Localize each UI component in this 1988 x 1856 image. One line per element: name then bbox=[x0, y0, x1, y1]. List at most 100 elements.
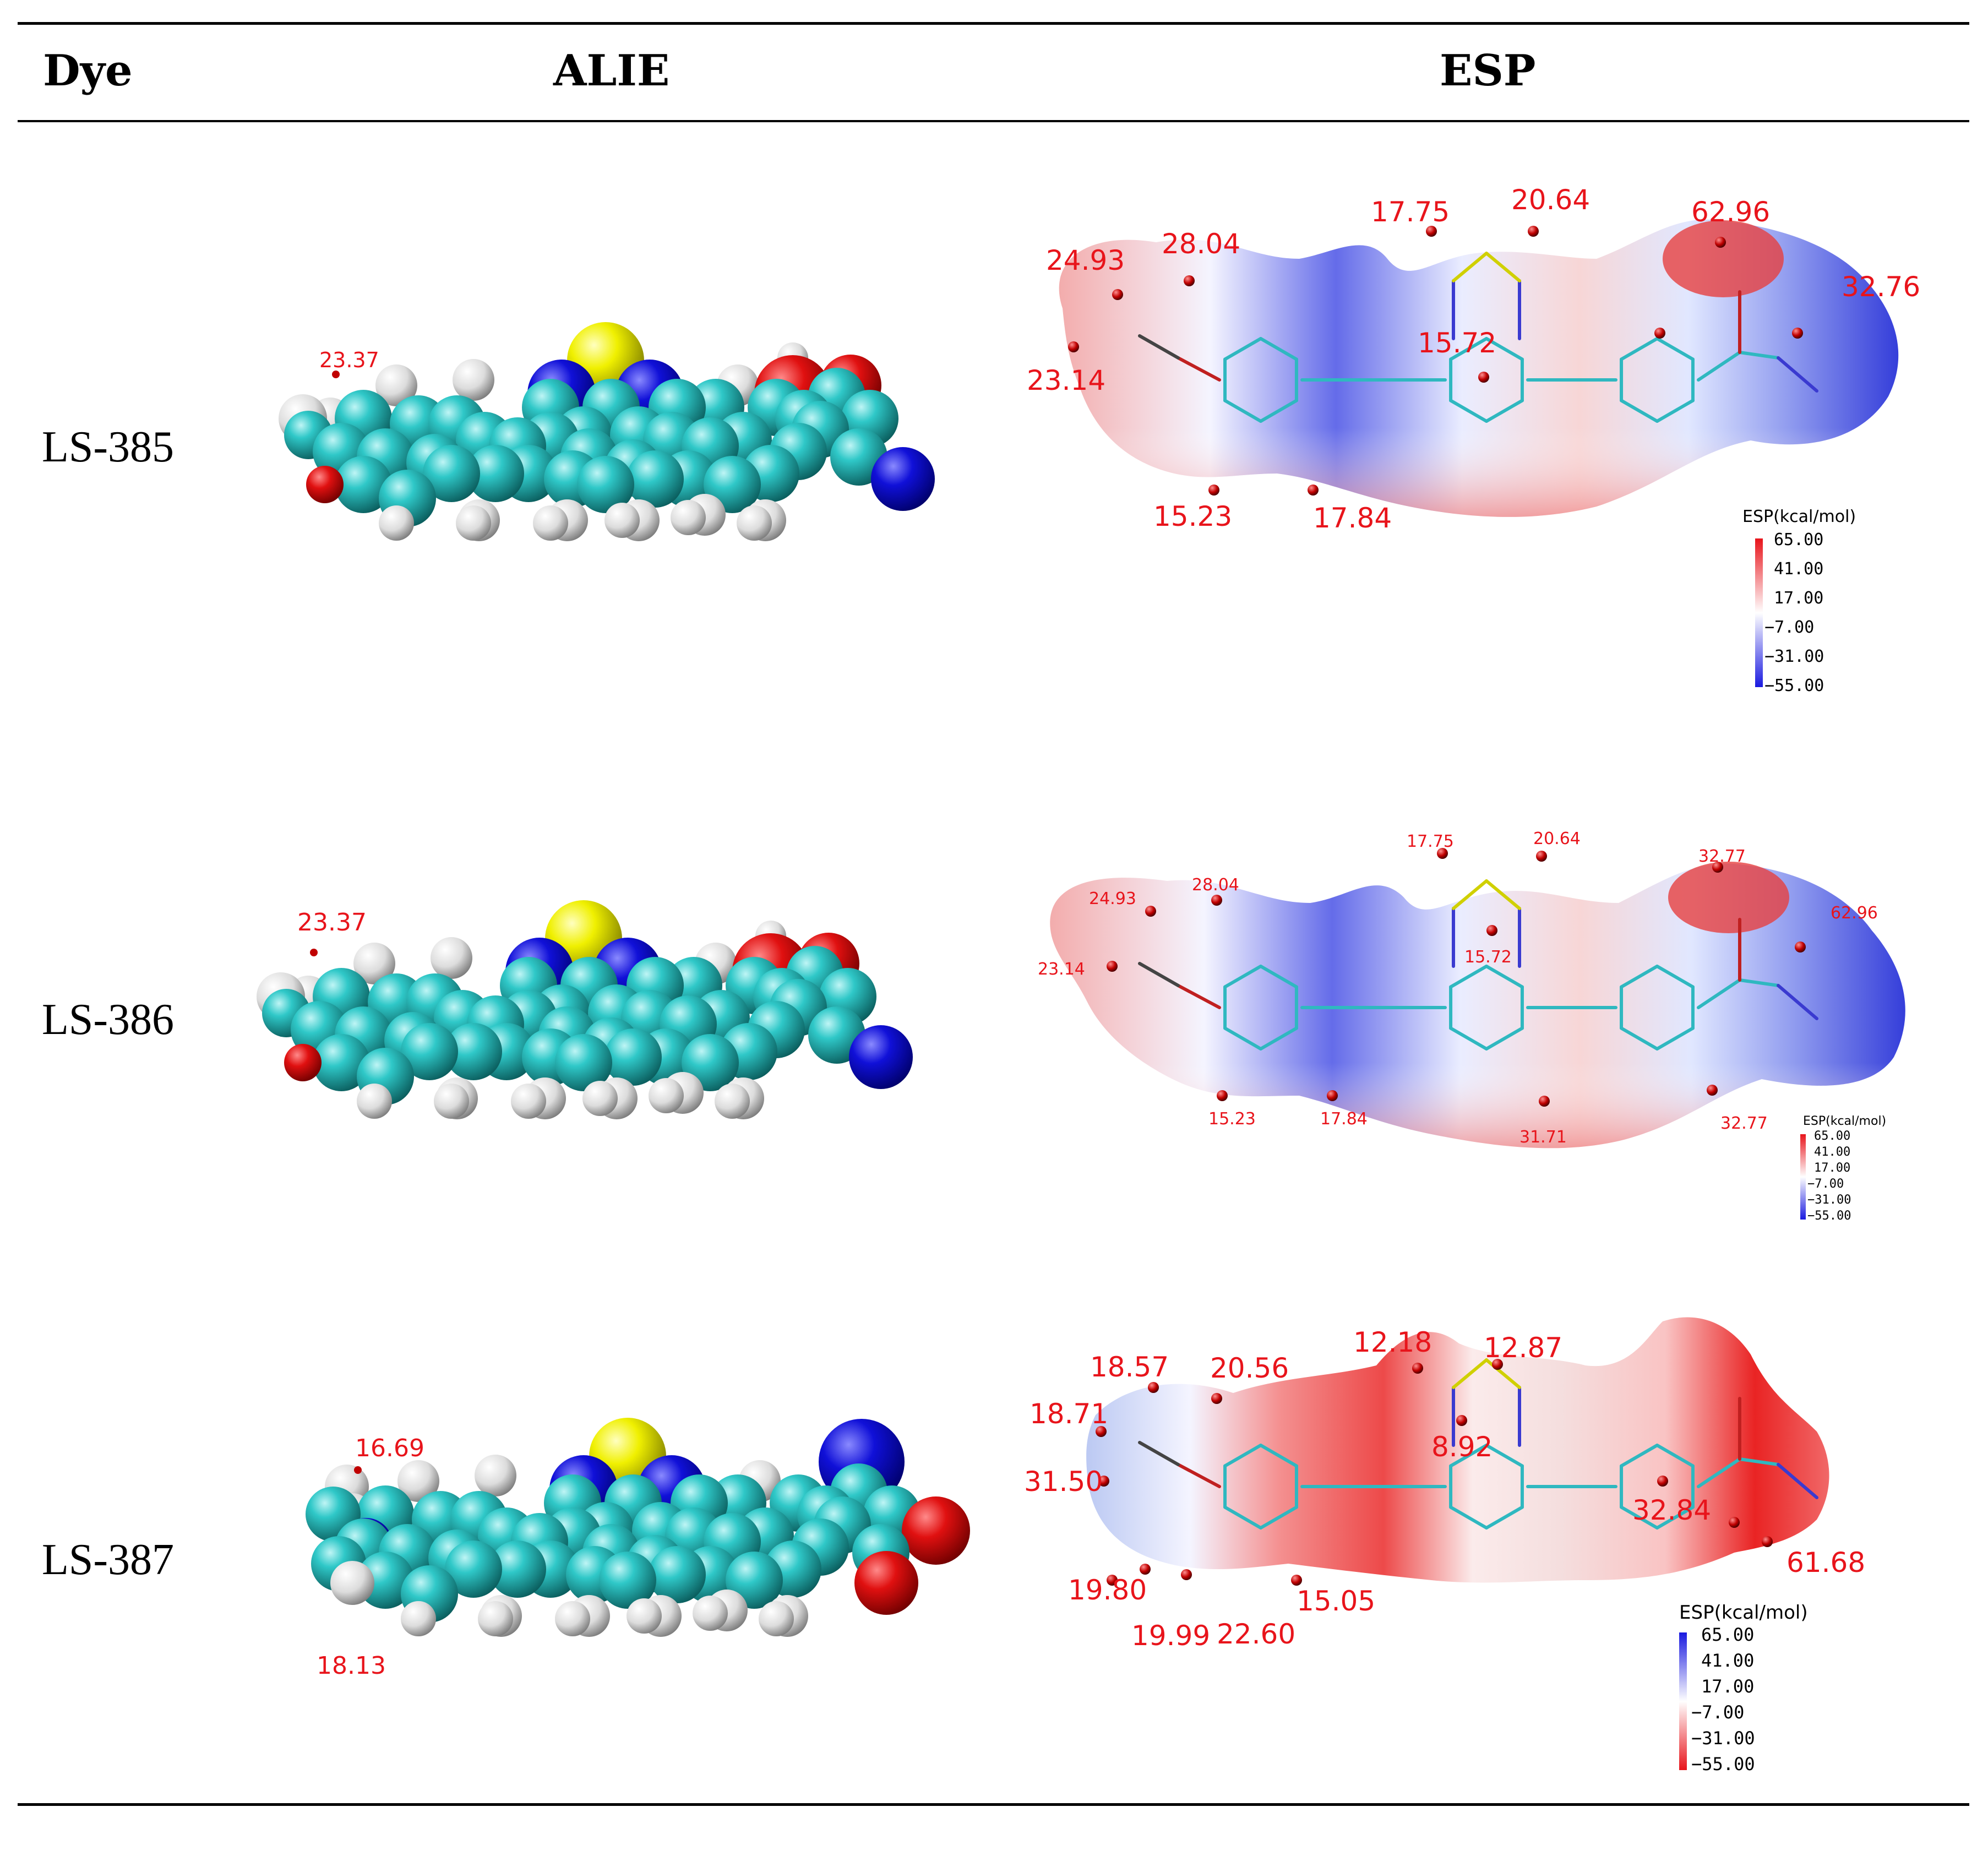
esp-label: 22.60 bbox=[1217, 1618, 1295, 1650]
colorbar-tick: 65.00 bbox=[1701, 1624, 1754, 1645]
oxygen-atom bbox=[854, 1551, 918, 1615]
esp-surface-ls387 bbox=[1086, 1317, 1829, 1583]
esp-label: 62.96 bbox=[1831, 903, 1878, 923]
carbon-atom bbox=[313, 1034, 370, 1091]
bond-stick bbox=[1177, 984, 1221, 1009]
esp-label: 32.77 bbox=[1720, 1114, 1768, 1133]
esp-extremum-dot bbox=[1654, 328, 1665, 339]
bond-stick bbox=[1620, 1026, 1659, 1051]
esp-label: 17.84 bbox=[1313, 502, 1392, 534]
bond-stick bbox=[1259, 1505, 1298, 1530]
esp-label: 23.14 bbox=[1038, 960, 1085, 979]
esp-extremum-dot bbox=[1068, 341, 1079, 352]
esp-label: 19.99 bbox=[1131, 1620, 1210, 1652]
hydrogen-atom bbox=[357, 1084, 392, 1119]
esp-label: 12.87 bbox=[1484, 1332, 1562, 1364]
colorbar-tick: −7.00 bbox=[1807, 1177, 1844, 1191]
esp-extremum-dot bbox=[1707, 1085, 1718, 1096]
esp-label: 32.76 bbox=[1842, 271, 1920, 303]
alie-marker-dot bbox=[354, 1466, 362, 1474]
bond-stick bbox=[1223, 1444, 1262, 1468]
colorbar-title: ESP(kcal/mol) bbox=[1679, 1602, 1808, 1624]
bond-stick bbox=[1449, 965, 1488, 989]
hydrogen-atom bbox=[604, 503, 640, 538]
dye-label-ls385: LS-385 bbox=[42, 423, 174, 471]
colorbar-tick: 41.00 bbox=[1774, 559, 1823, 579]
hydrogen-atom bbox=[353, 943, 395, 984]
carbon-atom bbox=[627, 450, 684, 508]
carbon-atom bbox=[335, 456, 392, 513]
esp-colorbar-ls386: ESP(kcal/mol) 65.00 41.00 17.00 −7.00 −3… bbox=[1800, 1114, 1886, 1223]
esp-label: 23.14 bbox=[1027, 364, 1105, 396]
carbon-atom bbox=[445, 1023, 502, 1080]
esp-extremum-dot bbox=[1148, 1382, 1159, 1393]
bond-stick bbox=[1697, 1457, 1741, 1488]
bond-stick bbox=[1620, 1444, 1659, 1468]
esp-label: 8.92 bbox=[1431, 1431, 1493, 1463]
bond-stick bbox=[1259, 337, 1298, 361]
bond-stick bbox=[1138, 1441, 1180, 1466]
esp-label: 61.68 bbox=[1787, 1547, 1865, 1579]
oxygen-atom bbox=[902, 1496, 970, 1565]
esp-label: 31.50 bbox=[1024, 1466, 1103, 1498]
esp-label: 18.71 bbox=[1030, 1398, 1108, 1430]
colorbar-tick: 17.00 bbox=[1701, 1676, 1754, 1697]
hydrogen-atom bbox=[533, 505, 568, 541]
esp-extremum-dot bbox=[1792, 328, 1803, 339]
dye-label-ls387: LS-387 bbox=[42, 1536, 174, 1584]
esp-extremum-dot bbox=[1107, 961, 1118, 972]
bond-stick bbox=[1655, 1505, 1695, 1530]
bond-stick bbox=[1738, 978, 1780, 987]
bond-stick bbox=[1259, 399, 1298, 423]
hydrogen-atom bbox=[582, 1081, 618, 1116]
esp-extremum-dot bbox=[1795, 941, 1806, 953]
alie-label: 18.13 bbox=[317, 1652, 386, 1680]
bond-stick bbox=[1223, 1026, 1262, 1051]
alie-marker-dot bbox=[332, 371, 340, 378]
bond-stick bbox=[1485, 879, 1521, 910]
bond-stick bbox=[1223, 965, 1262, 989]
colorbar-tick: −31.00 bbox=[1807, 1193, 1851, 1207]
esp-surface-ls385 bbox=[1059, 219, 1899, 517]
colorbar-tick: −7.00 bbox=[1764, 618, 1814, 637]
esp-extremum-dot bbox=[1478, 372, 1489, 383]
hydrogen-atom bbox=[627, 1598, 662, 1634]
esp-extremum-dot bbox=[1112, 289, 1123, 300]
esp-extremum-dot bbox=[1291, 1575, 1302, 1586]
hydrogen-atom bbox=[671, 500, 706, 535]
carbon-atom bbox=[445, 1541, 502, 1598]
esp-colorbar-ls385: ESP(kcal/mol) 65.00 41.00 17.00 −7.00 −3… bbox=[1742, 507, 1856, 695]
carbon-atom bbox=[489, 1541, 546, 1598]
esp-label: 12.18 bbox=[1353, 1326, 1432, 1358]
esp-label: 20.56 bbox=[1210, 1352, 1289, 1384]
bond-stick bbox=[1655, 965, 1695, 989]
colorbar-tick: −7.00 bbox=[1691, 1702, 1744, 1723]
colorbar-title: ESP(kcal/mol) bbox=[1803, 1114, 1886, 1128]
colorbar-tick: 17.00 bbox=[1814, 1161, 1850, 1175]
bond-stick bbox=[1259, 965, 1298, 989]
colorbar-tick: −31.00 bbox=[1764, 647, 1824, 666]
bond-stick bbox=[1655, 1026, 1695, 1051]
bond-stick bbox=[1620, 965, 1659, 989]
esp-label: 15.72 bbox=[1418, 327, 1496, 359]
bottom-rule bbox=[18, 1803, 1969, 1806]
esp-extremum-dot bbox=[1096, 1426, 1107, 1437]
carbon-atom bbox=[577, 456, 634, 513]
nitrogen-atom bbox=[849, 1025, 913, 1089]
hydrogen-atom bbox=[379, 505, 414, 541]
bond-stick bbox=[1485, 1358, 1521, 1389]
colorbar-tick: 41.00 bbox=[1701, 1650, 1754, 1671]
bond-stick bbox=[1138, 334, 1180, 360]
colorbar-tick: −31.00 bbox=[1691, 1728, 1755, 1749]
bond-stick bbox=[1655, 399, 1695, 423]
esp-extremum-dot bbox=[1327, 1090, 1338, 1101]
bond-stick bbox=[1697, 351, 1741, 382]
bond-stick bbox=[1259, 1026, 1298, 1051]
header-alie: ALIE bbox=[553, 46, 670, 96]
bond-stick bbox=[1485, 1026, 1524, 1051]
esp-label: 17.84 bbox=[1320, 1109, 1368, 1129]
esp-extremum-dot bbox=[1211, 895, 1222, 906]
esp-extremum-dot bbox=[1492, 1359, 1503, 1370]
carbon-atom bbox=[401, 1023, 458, 1080]
